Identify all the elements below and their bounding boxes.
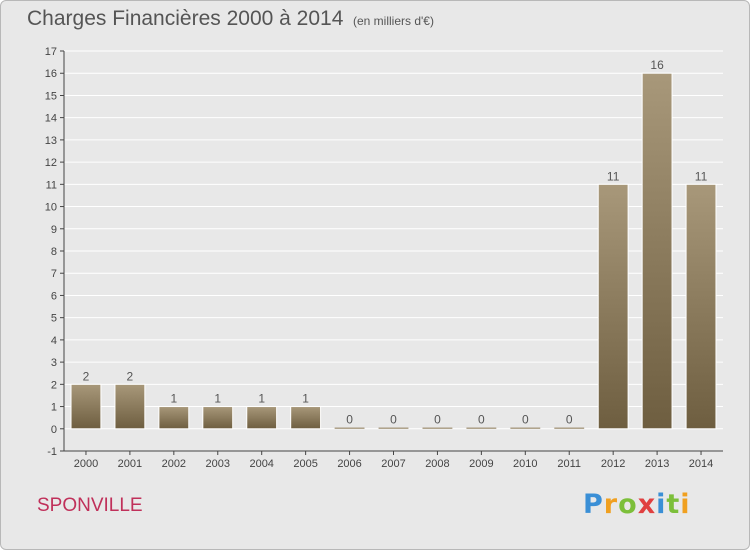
x-tick-label: 2008 (425, 458, 449, 470)
y-tick-label: 0 (51, 424, 57, 436)
proxiti-logo[interactable]: Proxiti (583, 489, 691, 520)
x-tick-label: 2011 (557, 458, 581, 470)
data-label-2010: 0 (522, 413, 529, 427)
data-label-2001: 2 (127, 369, 134, 383)
y-tick-label: 15 (45, 90, 57, 102)
y-tick-label: 12 (45, 157, 57, 169)
y-tick-label: 9 (51, 224, 57, 236)
data-label-2007: 0 (390, 413, 397, 427)
bars (70, 72, 717, 430)
x-tick-label: 2009 (469, 458, 493, 470)
x-tick-label: 2012 (601, 458, 625, 470)
x-tick-label: 2006 (337, 458, 361, 470)
data-label-2000: 2 (83, 369, 90, 383)
data-label-2014: 11 (695, 169, 708, 183)
data-label-2008: 0 (434, 413, 441, 427)
bar-2012 (597, 183, 629, 430)
bar-2008 (422, 427, 453, 429)
y-tick-label: 6 (51, 290, 57, 302)
bar-2003 (202, 406, 234, 430)
x-tick-label: 2005 (293, 458, 317, 470)
bar-2007 (378, 427, 409, 429)
chart-subtitle: (en milliers d'€) (353, 14, 434, 28)
x-tick-label: 2013 (645, 458, 669, 470)
y-tick-label: 5 (51, 313, 57, 325)
commune-name: SPONVILLE (37, 495, 143, 516)
y-tick-label: 4 (51, 335, 57, 347)
data-label-2011: 0 (566, 413, 573, 427)
data-label-2005: 1 (302, 392, 309, 406)
y-tick-label: 1 (51, 402, 57, 414)
y-tick-label: 14 (45, 113, 57, 125)
bar-2005 (290, 406, 322, 430)
bar-2004 (246, 406, 278, 430)
bar-2010 (510, 427, 541, 429)
y-tick-label: 17 (45, 46, 57, 58)
y-tick-label: 16 (45, 68, 57, 80)
y-tick-label: -1 (47, 446, 57, 458)
y-tick-label: 8 (51, 246, 57, 258)
bar-2002 (158, 406, 190, 430)
x-tick-label: 2010 (513, 458, 537, 470)
data-label-2013: 16 (650, 58, 664, 72)
y-tick-label: 13 (45, 135, 57, 147)
y-tick-label: 10 (45, 202, 57, 214)
bar-2006 (334, 427, 365, 429)
x-tick-label: 2014 (689, 458, 713, 470)
y-tick-label: 3 (51, 357, 57, 369)
data-label-2003: 1 (214, 392, 221, 406)
bar-2001 (114, 383, 146, 430)
data-label-2006: 0 (346, 413, 353, 427)
chart-title: Charges Financières 2000 à 2014 (27, 7, 344, 30)
data-label-2012: 11 (607, 169, 620, 183)
data-label-2004: 1 (258, 392, 265, 406)
y-tick-label: 7 (51, 268, 57, 280)
bar-2014 (685, 183, 717, 430)
y-tick-label: 2 (51, 379, 57, 391)
x-tick-label: 2004 (249, 458, 273, 470)
x-tick-label: 2007 (381, 458, 405, 470)
x-tick-label: 2002 (162, 458, 186, 470)
bar-2011 (554, 427, 585, 429)
bar-2009 (466, 427, 497, 429)
bar-2000 (70, 383, 102, 430)
x-tick-label: 2001 (118, 458, 142, 470)
bar-2013 (641, 72, 673, 430)
data-label-2002: 1 (170, 392, 177, 406)
y-tick-label: 11 (46, 179, 57, 191)
data-label-2009: 0 (478, 413, 485, 427)
x-tick-label: 2000 (74, 458, 98, 470)
x-tick-label: 2003 (206, 458, 230, 470)
